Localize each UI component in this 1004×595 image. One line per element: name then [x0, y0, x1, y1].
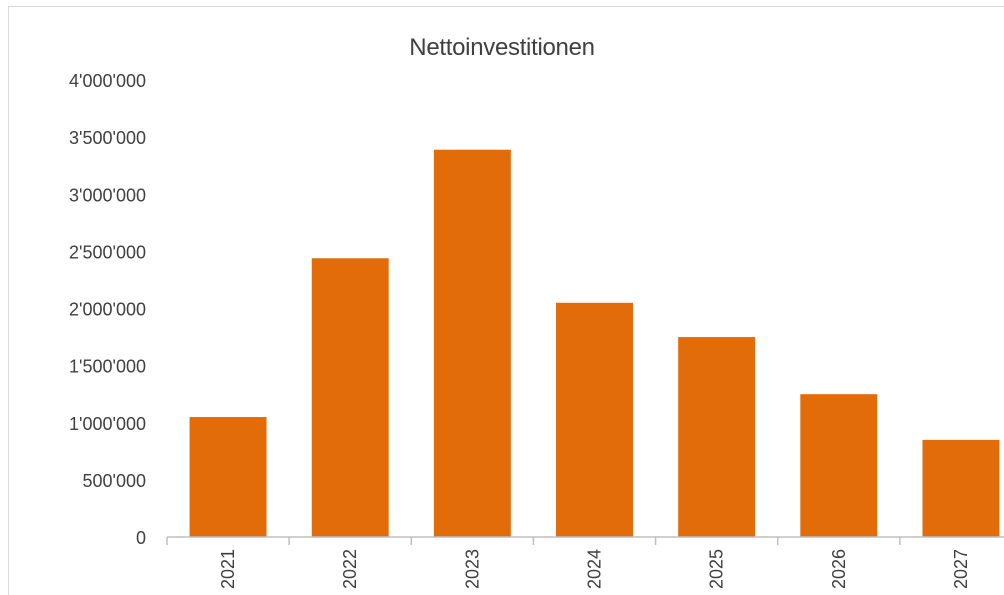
x-tick-label: 2026: [829, 549, 849, 589]
bar-2026: [800, 394, 878, 537]
y-tick-label: 1'000'000: [69, 414, 146, 434]
bar-2027: [922, 439, 1000, 537]
x-axis-ticks: [166, 537, 901, 545]
y-tick-label: 1'500'000: [69, 357, 146, 377]
y-tick-label: 4'000'000: [69, 71, 146, 91]
chart-area: [8, 6, 1004, 595]
y-tick-label: 500'000: [82, 471, 146, 491]
chart-title: Nettoinvestitionen: [409, 34, 595, 61]
bar-2024: [556, 302, 633, 537]
y-tick-label: 3'500'000: [69, 128, 146, 148]
bar-2022: [311, 258, 389, 537]
y-tick-label: 2'500'000: [69, 242, 146, 262]
x-tick-label: 2023: [462, 549, 482, 589]
y-tick-label: 0: [136, 528, 146, 548]
y-tick-label: 3'000'000: [69, 185, 146, 205]
y-axis-labels: 0 500'000 1'000'000 1'500'000 2'000'000 2'500…: [69, 71, 146, 548]
x-tick-label: 2024: [585, 549, 605, 589]
bar-2023: [433, 149, 511, 537]
x-tick-label: 2022: [340, 549, 360, 589]
x-axis-labels: 2021 2022 2023 2024 2025 2026 2027: [218, 549, 971, 589]
x-tick-label: 2021: [218, 549, 238, 589]
y-tick-label: 2'000'000: [69, 300, 146, 320]
x-tick-label: 2027: [951, 549, 971, 589]
bar-2025: [678, 337, 756, 537]
bars: [189, 149, 1000, 537]
x-tick-label: 2025: [707, 549, 727, 589]
bar-2021: [189, 417, 267, 537]
